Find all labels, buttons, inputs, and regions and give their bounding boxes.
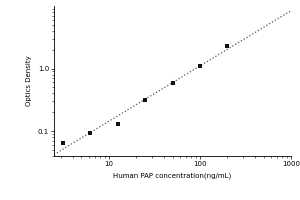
Point <box>60 141 65 144</box>
X-axis label: Human PAP concentration(ng/mL): Human PAP concentration(ng/mL) <box>113 172 232 179</box>
Point <box>115 122 120 126</box>
Point <box>143 98 148 101</box>
Point <box>225 44 230 48</box>
Point <box>197 64 202 68</box>
Point <box>88 132 93 135</box>
Y-axis label: Optics Density: Optics Density <box>26 56 32 106</box>
Point <box>170 82 175 85</box>
